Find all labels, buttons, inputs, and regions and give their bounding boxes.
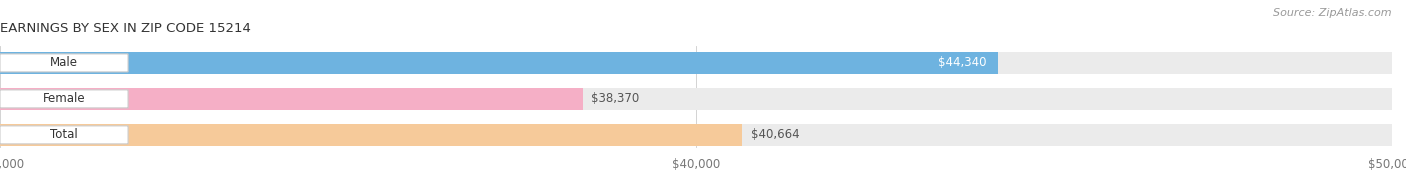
FancyBboxPatch shape <box>0 54 128 72</box>
Bar <box>0 52 1392 74</box>
Bar <box>0 124 1392 146</box>
Text: Total: Total <box>51 128 77 141</box>
Text: Female: Female <box>42 92 86 105</box>
Text: Source: ZipAtlas.com: Source: ZipAtlas.com <box>1274 8 1392 18</box>
FancyBboxPatch shape <box>0 90 128 108</box>
Bar <box>0 52 998 74</box>
Bar <box>0 88 582 110</box>
Text: EARNINGS BY SEX IN ZIP CODE 15214: EARNINGS BY SEX IN ZIP CODE 15214 <box>0 22 250 35</box>
Text: $40,664: $40,664 <box>751 128 799 141</box>
FancyBboxPatch shape <box>0 126 128 144</box>
Text: $38,370: $38,370 <box>591 92 640 105</box>
Bar <box>0 88 1392 110</box>
Bar <box>0 124 742 146</box>
Text: $44,340: $44,340 <box>938 56 987 69</box>
Text: Male: Male <box>51 56 77 69</box>
